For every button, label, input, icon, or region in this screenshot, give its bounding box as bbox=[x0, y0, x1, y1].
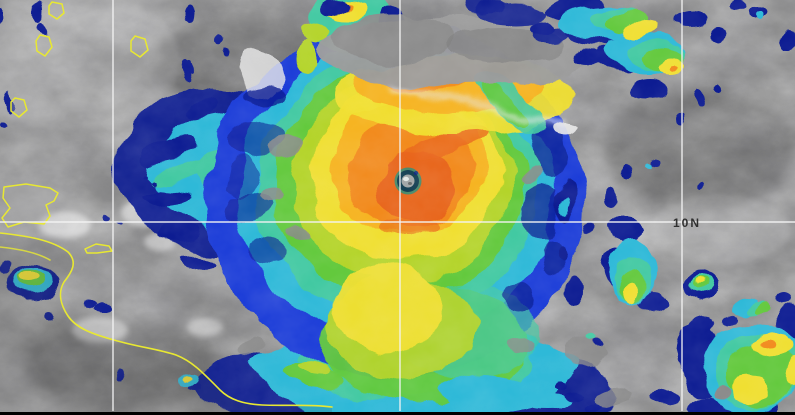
coastlines bbox=[0, 1, 333, 415]
island-outline bbox=[35, 34, 53, 57]
gulf-inner-coastline bbox=[0, 246, 51, 261]
mainland-shade bbox=[0, 233, 332, 415]
mainland-coastline bbox=[0, 232, 333, 408]
island-outline bbox=[130, 35, 149, 58]
island-outline bbox=[48, 1, 65, 20]
island-outline bbox=[84, 243, 113, 254]
island-outline bbox=[10, 97, 28, 118]
bottom-edge-bar bbox=[0, 412, 795, 415]
island-outline bbox=[1, 183, 59, 228]
latitude-label: 10N bbox=[673, 216, 701, 230]
